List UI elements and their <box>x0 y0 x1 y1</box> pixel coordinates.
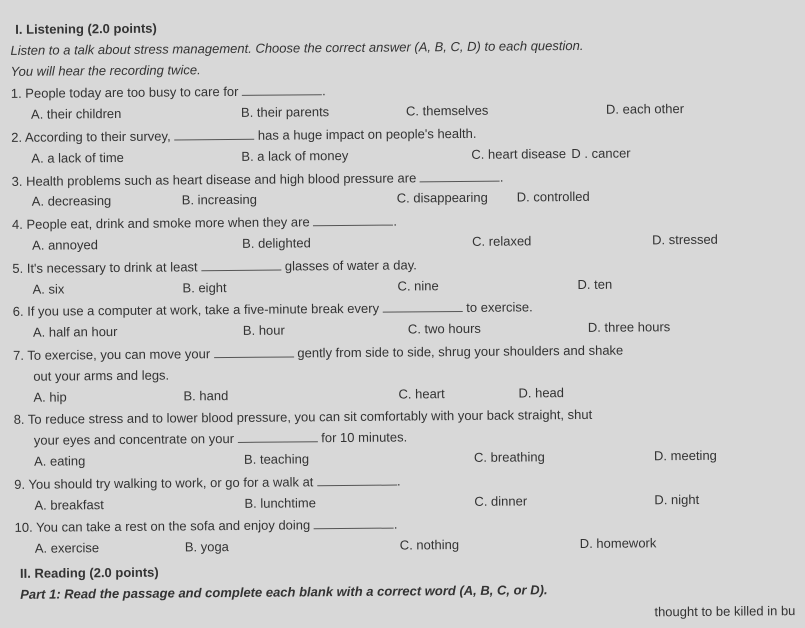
q8-opt-d: D. meeting <box>654 446 717 467</box>
q3-opt-b: B. increasing <box>182 189 397 212</box>
q4-opt-c: C. relaxed <box>472 230 652 252</box>
q9-blank <box>317 472 397 486</box>
q5-prefix: 5. It's necessary to drink at least <box>12 259 201 276</box>
q1-opt-c: C. themselves <box>406 100 606 123</box>
q7-suffix: gently from side to side, shrug your sho… <box>294 343 624 361</box>
q5-suffix: glasses of water a day. <box>281 257 417 273</box>
q2-blank <box>174 127 254 141</box>
q6-blank <box>383 299 463 313</box>
q9-opt-b: B. lunchtime <box>244 491 474 514</box>
q8-line2b: for 10 minutes. <box>318 430 408 446</box>
q5-opt-c: C. nine <box>397 275 577 297</box>
q6-suffix: to exercise. <box>463 300 533 316</box>
q9-prefix: 9. You should try walking to work, or go… <box>14 474 317 492</box>
q8-opt-c: C. breathing <box>474 446 654 468</box>
q6-opt-c: C. two hours <box>408 318 588 340</box>
q5-opt-b: B. eight <box>182 276 397 299</box>
q7-opt-d: D. head <box>518 383 564 404</box>
q3-prefix: 3. Health problems such as heart disease… <box>12 170 420 189</box>
q1-suffix: . <box>322 84 326 99</box>
q8-line2a: your eyes and concentrate on your <box>34 431 238 448</box>
q2-opt-a: A. a lack of time <box>31 147 241 170</box>
q3-suffix: . <box>500 169 504 184</box>
q10-blank <box>314 516 394 530</box>
q2-opt-b: B. a lack of money <box>241 145 471 168</box>
q10-opt-d: D. homework <box>580 533 657 554</box>
q6-opt-a: A. half an hour <box>33 321 243 344</box>
q10-suffix: . <box>394 517 398 532</box>
q7-opt-c: C. heart <box>398 383 518 405</box>
q6-opt-b: B. hour <box>243 320 408 342</box>
cutoff-text: thought to be killed in bu <box>20 601 795 628</box>
q9-opt-d: D. night <box>654 489 699 510</box>
q3-opt-d: D. controlled <box>517 187 590 208</box>
q3-opt-a: A. decreasing <box>32 191 182 213</box>
q2-opt-d: D . cancer <box>571 143 630 164</box>
q4-blank <box>313 213 393 227</box>
q7-opt-a: A. hip <box>33 386 183 408</box>
q10-opt-a: A. exercise <box>35 538 185 560</box>
q3-opt-c: C. disappearing <box>397 188 517 210</box>
q8-opt-a: A. eating <box>34 450 244 473</box>
q8-opt-b: B. teaching <box>244 448 474 471</box>
q1-opt-d: D. each other <box>606 99 684 120</box>
q1-blank <box>242 83 322 97</box>
q7-prefix: 7. To exercise, you can move your <box>13 346 214 363</box>
q7-blank <box>214 344 294 358</box>
q9-opt-c: C. dinner <box>474 490 654 512</box>
q10-opt-c: C. nothing <box>400 534 580 556</box>
q8-blank <box>238 429 318 443</box>
q5-blank <box>201 257 281 271</box>
q6-prefix: 6. If you use a computer at work, take a… <box>13 301 383 319</box>
q3-blank <box>420 168 500 182</box>
q4-opt-b: B. delighted <box>242 232 472 255</box>
q2-opt-c: C. heart disease <box>471 144 571 166</box>
q5-opt-a: A. six <box>32 278 182 300</box>
q4-suffix: . <box>393 214 397 229</box>
q9-suffix: . <box>397 473 401 488</box>
q2-prefix: 2. According to their survey, <box>11 128 174 144</box>
q2-suffix: has a huge impact on people's health. <box>254 126 476 143</box>
q4-opt-d: D. stressed <box>652 230 718 251</box>
q1-opt-b: B. their parents <box>241 102 406 124</box>
q1-opt-a: A. their children <box>31 103 241 126</box>
q1-prefix: 1. People today are too busy to care for <box>11 84 242 101</box>
q4-opt-a: A. annoyed <box>32 234 242 257</box>
q10-opt-b: B. yoga <box>185 536 400 559</box>
q6-opt-d: D. three hours <box>588 317 671 339</box>
q9-opt-a: A. breakfast <box>34 493 244 516</box>
q7-opt-b: B. hand <box>183 384 398 407</box>
q10-prefix: 10. You can take a rest on the sofa and … <box>15 518 314 536</box>
q4-prefix: 4. People eat, drink and smoke more when… <box>12 214 313 232</box>
q5-opt-d: D. ten <box>577 274 612 295</box>
